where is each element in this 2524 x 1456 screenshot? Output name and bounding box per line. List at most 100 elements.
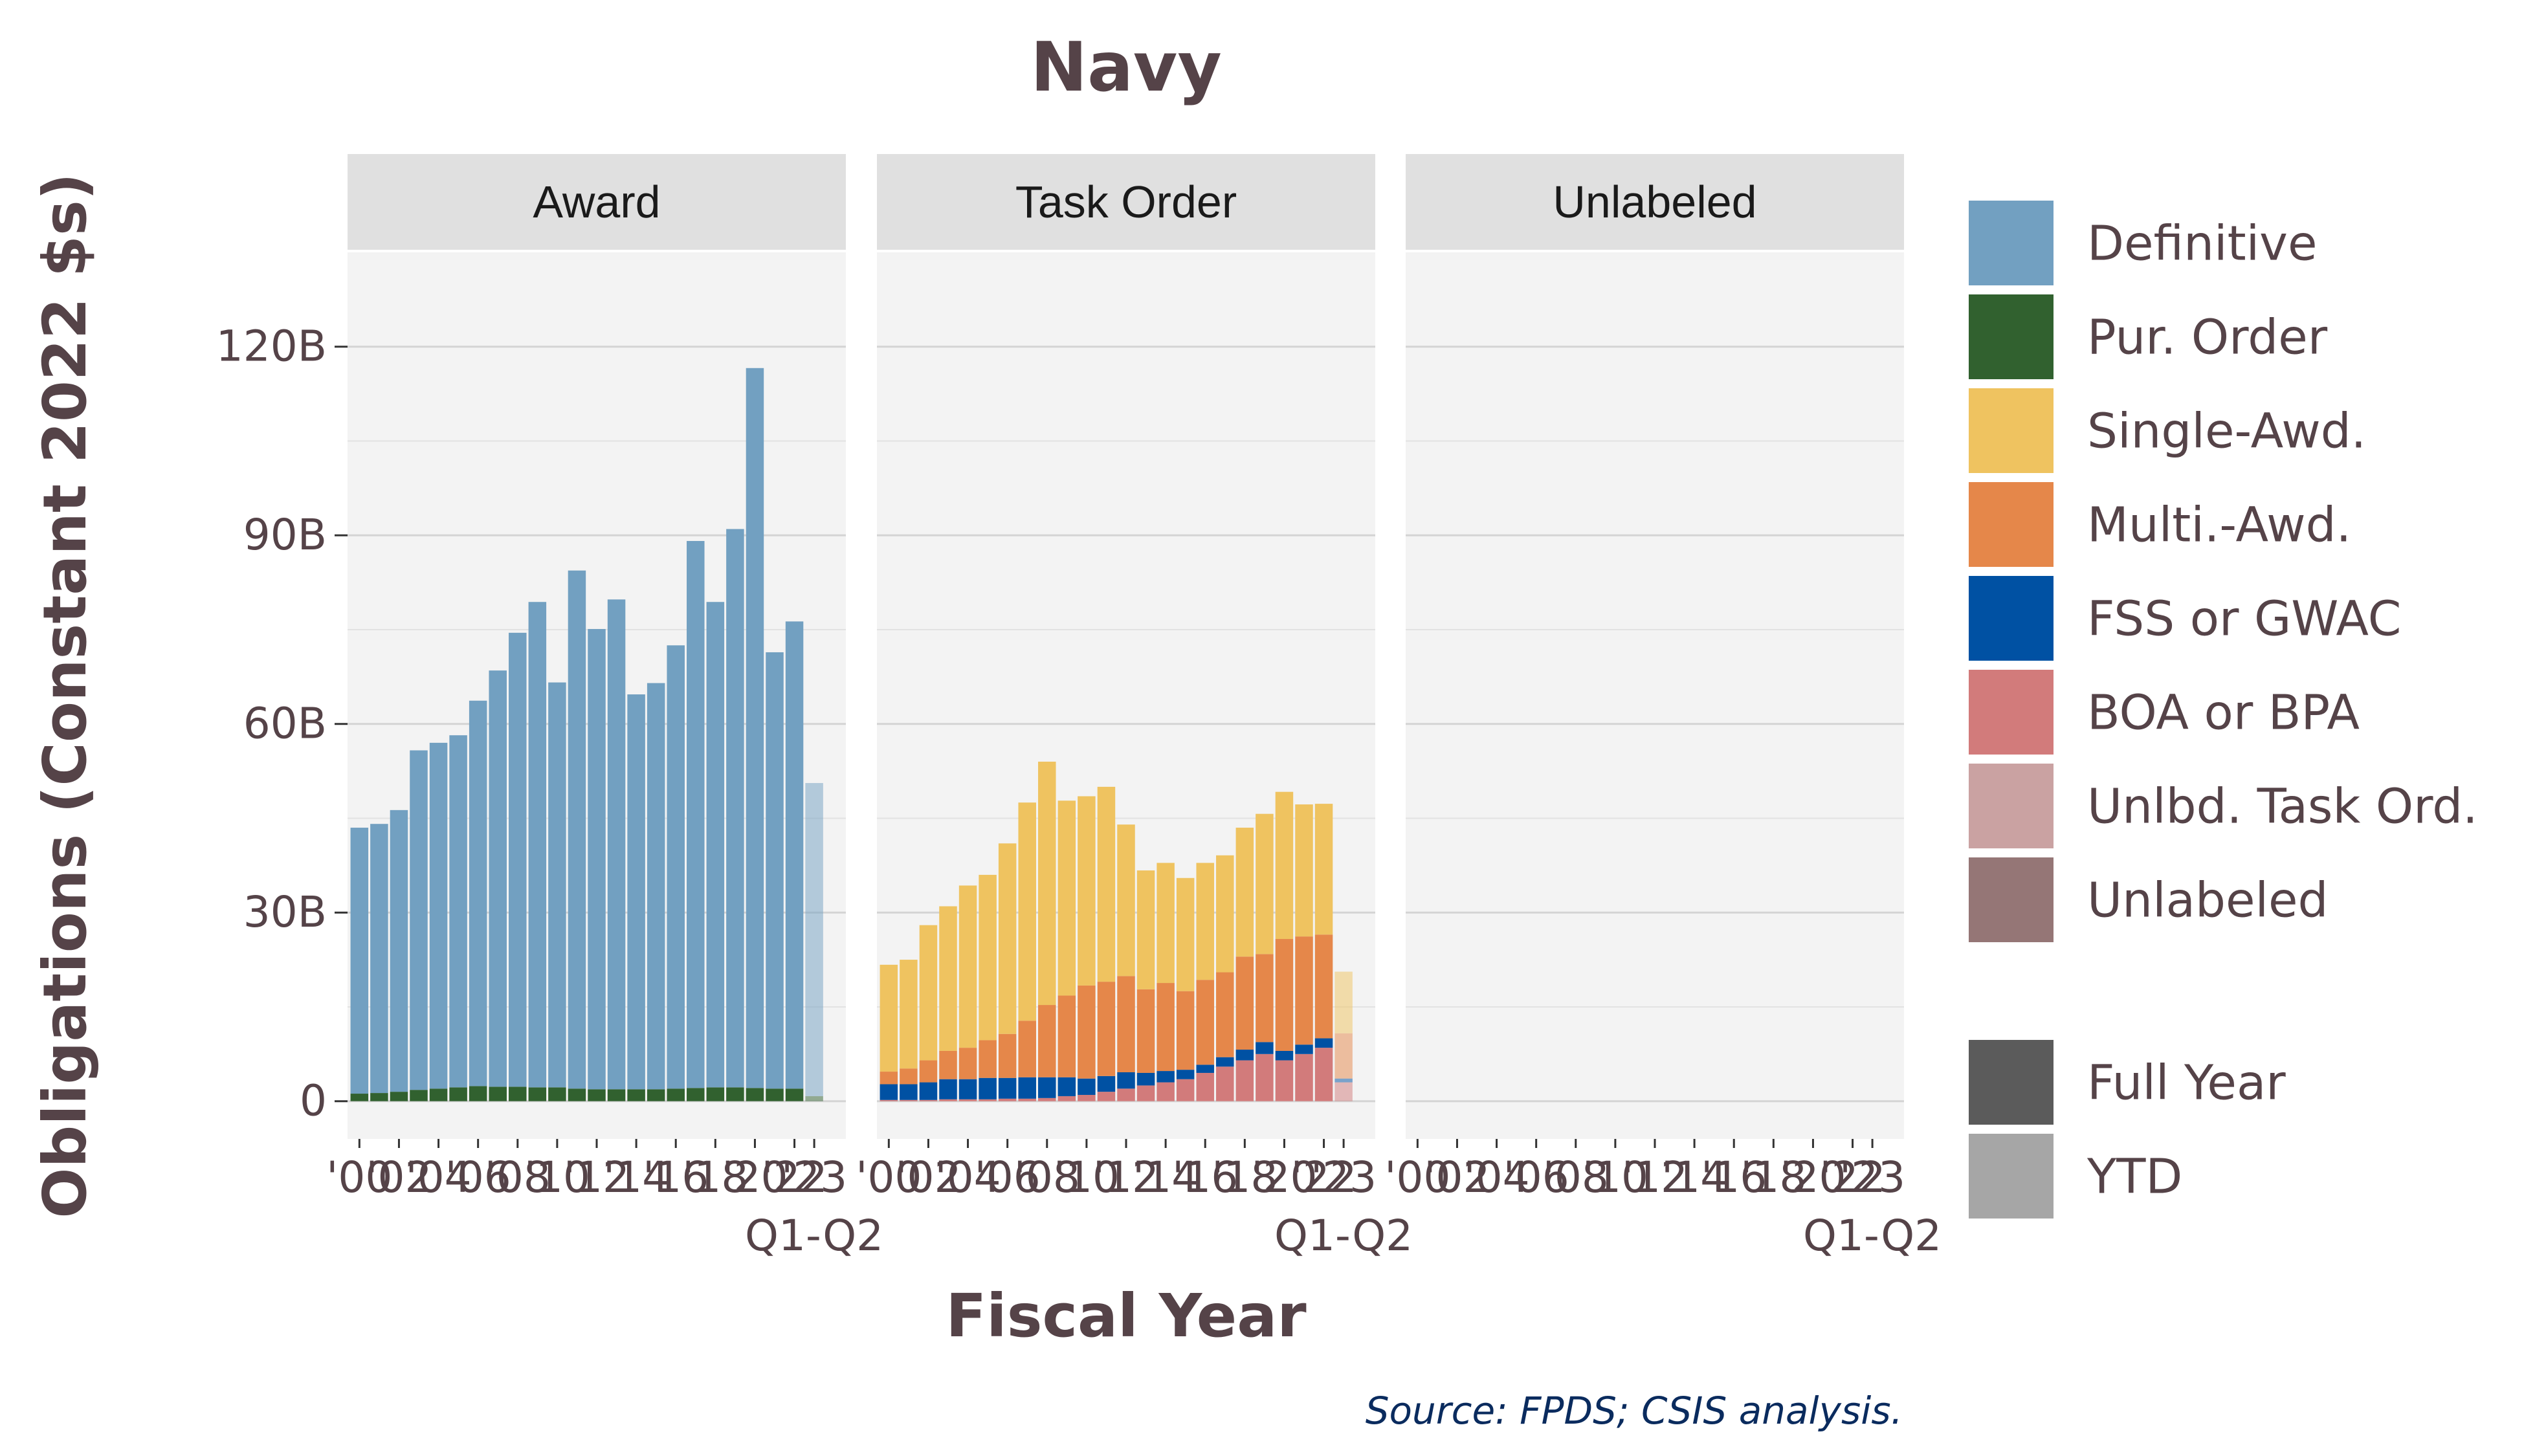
bar-single-awd--2004 (958, 885, 977, 1048)
legend-key-single-awd- (1966, 386, 2056, 476)
bar-pur-order-2004 (429, 1088, 448, 1101)
bar-single-awd--2010 (1078, 796, 1096, 986)
x-tick-label: '02 (1424, 1153, 1490, 1202)
bar-boa-or-bpa-2004 (958, 1099, 977, 1101)
bar-pur-order-2022 (785, 1088, 804, 1101)
x-tick-label: '10 (1582, 1153, 1648, 1202)
bar-multi-awd--2000 (880, 1072, 898, 1085)
bar-pur-order-2000 (350, 1094, 369, 1101)
bar-definitive-2020 (746, 368, 764, 1088)
bar-pur-order-2017 (687, 1088, 705, 1101)
facet-strip (348, 154, 846, 250)
bar-fss-or-gwac-2002 (919, 1082, 938, 1100)
legend-key-multi-awd- (1966, 480, 2056, 569)
bar-fss-or-gwac-2015 (1176, 1070, 1195, 1079)
bar-boa-or-bpa-2021 (1295, 1053, 1313, 1101)
bar-single-awd--2001 (900, 960, 918, 1069)
x-tick-label: '02 (366, 1153, 432, 1202)
panel-background (1406, 252, 1904, 1139)
bar-fss-or-gwac-2004 (958, 1079, 977, 1099)
bar-pur-order-2006 (469, 1086, 487, 1101)
legend-label: Unlabeled (2087, 873, 2329, 929)
bar-single-awd--2014 (1157, 863, 1175, 984)
legend-label: YTD (2087, 1149, 2182, 1205)
bar-boa-or-bpa-2023 (1334, 1082, 1353, 1101)
x-tick-label: '02 (895, 1153, 961, 1202)
bar-pur-order-2007 (489, 1086, 507, 1101)
bar-single-awd--2013 (1136, 870, 1155, 989)
bar-definitive-2008 (509, 632, 527, 1087)
facet-panel-unlabeled: Unlabeled'00'02'04'06'08'10'12'14'16'18'… (1384, 154, 1942, 1261)
bar-multi-awd--2014 (1157, 983, 1175, 1072)
bar-single-awd--2005 (979, 874, 997, 1041)
x-tick-label: '10 (524, 1153, 590, 1202)
bar-single-awd--2021 (1295, 804, 1313, 937)
legend-key-ytd (1966, 1131, 2056, 1221)
legend-label: Unlbd. Task Ord. (2087, 779, 2478, 835)
x-tick-label: '18 (1740, 1153, 1806, 1202)
y-tick-label: 60B (243, 699, 327, 749)
bar-pur-order-2015 (647, 1089, 665, 1101)
x-tick-label: '12 (1622, 1153, 1688, 1202)
x-tick-label: '00 (856, 1153, 922, 1202)
bar-multi-awd--2006 (998, 1033, 1017, 1078)
bar-definitive-2007 (489, 670, 507, 1087)
x-tick-label-ytd: Q1-Q2 (1274, 1211, 1413, 1261)
legend: Definitive Pur. Order Single-Awd. Multi.-Aw… (1966, 198, 2478, 1221)
bar-multi-awd--2020 (1275, 939, 1294, 1051)
bar-boa-or-bpa-2005 (979, 1099, 997, 1101)
bar-definitive-2018 (706, 602, 725, 1088)
bar-single-awd--2009 (1057, 800, 1076, 996)
bar-pur-order-2001 (370, 1093, 388, 1101)
bar-boa-or-bpa-2022 (1314, 1048, 1333, 1101)
facet-strip-label: Award (533, 177, 660, 227)
legend-key-full-year (1966, 1037, 2056, 1127)
bar-pur-order-2018 (706, 1087, 725, 1101)
bar-boa-or-bpa-2006 (998, 1098, 1017, 1101)
bar-definitive-2003 (410, 750, 428, 1090)
legend-label: FSS or GWAC (2087, 591, 2401, 647)
bar-fss-or-gwac-2020 (1275, 1050, 1294, 1061)
x-tick-label: '12 (564, 1153, 630, 1202)
bar-fss-or-gwac-2008 (1038, 1077, 1056, 1098)
bar-definitive-2013 (607, 599, 626, 1090)
bar-single-awd--2000 (880, 964, 898, 1072)
x-tick-label: '18 (682, 1153, 748, 1202)
bar-boa-or-bpa-2001 (900, 1099, 918, 1101)
bar-boa-or-bpa-2009 (1057, 1096, 1076, 1101)
bar-multi-awd--2017 (1216, 972, 1234, 1057)
bar-single-awd--2019 (1256, 813, 1274, 954)
bar-single-awd--2007 (1018, 802, 1036, 1021)
bar-multi-awd--2003 (939, 1050, 957, 1079)
bar-multi-awd--2021 (1295, 936, 1313, 1045)
x-tick-label: '20 (1780, 1153, 1846, 1202)
bar-pur-order-2020 (746, 1088, 764, 1101)
bar-boa-or-bpa-2020 (1275, 1060, 1294, 1101)
bar-boa-or-bpa-2017 (1216, 1066, 1234, 1101)
legend-key-fss-or-gwac (1966, 573, 2056, 663)
bar-boa-or-bpa-2015 (1176, 1079, 1195, 1101)
bar-fss-or-gwac-2006 (998, 1077, 1017, 1099)
bar-single-awd--2011 (1097, 786, 1116, 982)
bar-multi-awd--2010 (1078, 985, 1096, 1079)
bar-definitive-2021 (766, 652, 784, 1089)
bar-boa-or-bpa-2014 (1157, 1082, 1175, 1101)
bar-multi-awd--2015 (1176, 991, 1195, 1070)
y-tick-label: 0 (300, 1076, 327, 1126)
bar-definitive-2010 (548, 682, 566, 1088)
bar-multi-awd--2007 (1018, 1020, 1036, 1077)
bar-pur-order-2023 (805, 1096, 823, 1101)
bar-pur-order-2019 (726, 1087, 744, 1101)
bar-multi-awd--2008 (1038, 1005, 1056, 1077)
bar-fss-or-gwac-2007 (1018, 1077, 1036, 1099)
bar-fss-or-gwac-2009 (1057, 1077, 1076, 1096)
y-tick-label: 90B (243, 510, 327, 560)
bar-fss-or-gwac-2017 (1216, 1057, 1234, 1067)
bar-fss-or-gwac-2012 (1117, 1072, 1135, 1089)
x-tick-label: '14 (1661, 1153, 1727, 1202)
bar-definitive-2012 (588, 629, 606, 1090)
bar-fss-or-gwac-2000 (880, 1084, 898, 1100)
x-tick-label: '04 (1463, 1153, 1529, 1202)
bar-single-awd--2015 (1176, 877, 1195, 991)
bar-single-awd--2022 (1314, 804, 1333, 935)
